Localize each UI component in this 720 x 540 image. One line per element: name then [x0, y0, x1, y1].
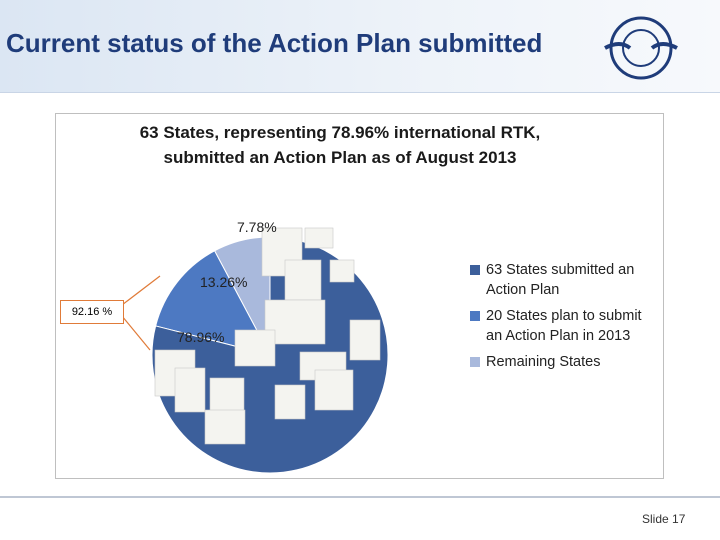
data-label: 78.96%: [177, 329, 225, 345]
legend-entry: 20 States plan to submit an Action Plan …: [470, 306, 655, 346]
thumbnail: [304, 227, 334, 249]
legend-label: Remaining States: [486, 354, 601, 370]
data-label: 7.78%: [237, 219, 277, 235]
slide-number: Slide 17: [642, 512, 686, 526]
logo: [604, 16, 678, 80]
header-bar: [0, 0, 720, 93]
legend-label: 20 States plan to submit an Action Plan …: [486, 308, 642, 344]
thumbnail: [274, 384, 306, 420]
data-label: 13.26%: [200, 274, 248, 290]
legend-swatch: [470, 311, 480, 321]
legend-entry: 63 States submitted an Action Plan: [470, 260, 655, 300]
pie-slice: [155, 250, 271, 356]
thumbnail: [314, 369, 354, 411]
legend-label: 63 States submitted an Action Plan: [486, 262, 635, 298]
annotation: 92.16 %: [60, 300, 124, 324]
slide-title: Current status of the Action Plan submit…: [6, 28, 543, 58]
thumbnail: [349, 319, 381, 361]
thumbnail: [264, 299, 326, 345]
thumbnail: [284, 259, 322, 301]
legend-swatch: [470, 265, 480, 275]
chart-title: 63 States, representing 78.96% internati…: [139, 123, 541, 167]
legend-entry: Remaining States: [470, 352, 655, 372]
thumbnail: [209, 377, 245, 413]
legend-swatch: [470, 357, 480, 367]
thumbnail: [234, 329, 276, 367]
thumbnail: [329, 259, 355, 283]
arrow: [121, 315, 151, 351]
arrow: [121, 275, 161, 306]
thumbnail: [174, 367, 206, 413]
thumbnail: [204, 409, 246, 445]
